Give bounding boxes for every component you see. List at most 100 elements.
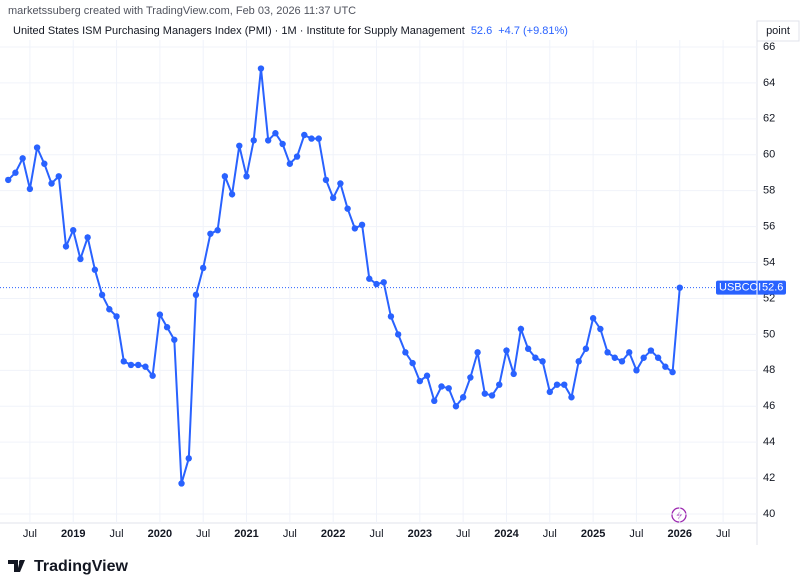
y-tick-label: 56 xyxy=(763,221,775,233)
data-point xyxy=(654,354,662,361)
data-point xyxy=(373,280,380,288)
y-tick-label: 62 xyxy=(763,113,775,125)
x-tick-label: 2020 xyxy=(148,528,172,540)
y-tick-label: 66 xyxy=(763,41,775,53)
data-point xyxy=(611,354,618,361)
data-point xyxy=(279,140,286,148)
data-point xyxy=(243,173,250,180)
x-tick-label: 2021 xyxy=(234,528,258,540)
data-point xyxy=(207,230,214,237)
series-line xyxy=(7,68,681,484)
data-point xyxy=(662,363,669,370)
data-point xyxy=(228,191,236,198)
data-point xyxy=(481,390,489,397)
data-point xyxy=(438,383,445,390)
data-point xyxy=(214,227,221,234)
data-point xyxy=(409,359,416,367)
data-point xyxy=(149,372,156,379)
y-tick-label: 52 xyxy=(763,292,775,304)
price-tag: USBCOI 52.6 xyxy=(716,280,786,295)
data-point xyxy=(618,358,626,365)
data-point xyxy=(236,142,243,149)
y-tick-label: 40 xyxy=(763,508,775,520)
data-point xyxy=(171,336,178,343)
unit-box xyxy=(756,20,800,42)
data-point xyxy=(84,234,91,241)
data-point xyxy=(640,354,647,361)
data-point xyxy=(301,131,308,139)
data-point xyxy=(199,264,207,272)
x-tick-label: Jul xyxy=(543,528,557,540)
x-tick-label: 2026 xyxy=(668,528,692,540)
data-point xyxy=(467,374,474,381)
y-tick-label: 46 xyxy=(763,400,775,412)
data-point xyxy=(394,331,402,338)
logo xyxy=(8,560,25,572)
y-tick-label: 50 xyxy=(763,328,775,340)
data-point xyxy=(416,377,424,385)
x-tick-label: Jul xyxy=(716,528,730,540)
price-tag-bg xyxy=(716,280,786,295)
data-point xyxy=(503,347,510,354)
data-point xyxy=(48,180,55,187)
data-point xyxy=(293,153,301,160)
data-point xyxy=(582,345,590,352)
x-tick-label: 2022 xyxy=(321,528,345,540)
data-point xyxy=(178,480,185,487)
price-tag-symbol: USBCOI xyxy=(719,282,761,294)
y-tick-label: 54 xyxy=(763,256,775,268)
legend-title: United States ISM Purchasing Managers In… xyxy=(13,25,465,37)
data-point xyxy=(135,361,142,369)
y-tick-label: 58 xyxy=(763,185,775,197)
data-point xyxy=(185,455,192,462)
data-point xyxy=(344,205,351,212)
data-point xyxy=(445,385,452,392)
x-tick-label: Jul xyxy=(283,528,297,540)
data-point xyxy=(120,358,127,365)
data-point xyxy=(5,176,12,184)
data-point xyxy=(532,354,539,361)
data-point xyxy=(286,160,294,167)
x-tick-label: Jul xyxy=(196,528,210,540)
data-point xyxy=(41,160,48,167)
data-point xyxy=(546,388,554,396)
data-point xyxy=(113,313,120,320)
data-point xyxy=(669,368,676,376)
x-tick-label: Jul xyxy=(110,528,124,540)
data-point xyxy=(524,345,532,352)
data-point xyxy=(496,381,503,388)
data-point xyxy=(26,185,34,193)
data-point xyxy=(308,135,315,142)
data-point xyxy=(402,349,409,356)
data-point xyxy=(329,194,337,202)
data-point xyxy=(423,372,431,379)
data-point xyxy=(156,311,164,318)
data-point xyxy=(257,65,265,72)
brand: TradingView xyxy=(34,558,129,575)
data-point xyxy=(351,225,359,232)
data-point xyxy=(91,266,99,273)
y-tick-label: 44 xyxy=(763,436,775,448)
data-point xyxy=(575,358,582,365)
x-tick-label: 2019 xyxy=(61,528,85,540)
data-point xyxy=(55,173,62,180)
data-point xyxy=(510,370,517,378)
data-point xyxy=(387,313,395,320)
data-point xyxy=(553,381,561,388)
y-axis-label: point xyxy=(766,25,790,37)
x-tick-label: 2024 xyxy=(494,528,519,540)
data-point xyxy=(517,325,525,333)
data-point xyxy=(106,306,113,313)
price-tag-value: 52.6 xyxy=(762,282,783,294)
data-point xyxy=(626,349,633,356)
data-point xyxy=(597,325,604,333)
x-tick-label: Jul xyxy=(629,528,643,540)
data-point xyxy=(676,284,683,291)
data-point xyxy=(322,176,330,184)
x-tick-label: Jul xyxy=(23,528,37,540)
legend-change: +4.7 (+9.81%) xyxy=(498,25,568,37)
x-tick-label: Jul xyxy=(369,528,383,540)
y-tick-label: 60 xyxy=(763,149,775,161)
